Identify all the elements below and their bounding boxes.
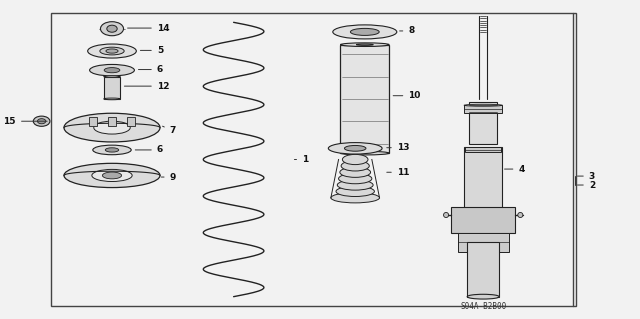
- Ellipse shape: [33, 116, 50, 126]
- Ellipse shape: [64, 163, 160, 188]
- Text: 4: 4: [504, 165, 525, 174]
- Ellipse shape: [464, 104, 502, 106]
- Ellipse shape: [104, 76, 120, 78]
- Ellipse shape: [337, 180, 373, 190]
- Ellipse shape: [356, 44, 373, 45]
- Ellipse shape: [336, 186, 374, 197]
- Ellipse shape: [93, 145, 131, 155]
- Ellipse shape: [340, 43, 389, 47]
- Bar: [51, 13, 576, 306]
- Ellipse shape: [94, 121, 131, 134]
- Ellipse shape: [106, 49, 118, 53]
- Ellipse shape: [344, 145, 366, 151]
- Text: 10: 10: [393, 91, 420, 100]
- Ellipse shape: [107, 25, 117, 32]
- Ellipse shape: [444, 212, 449, 218]
- Ellipse shape: [37, 119, 46, 124]
- Bar: [458, 233, 509, 252]
- Ellipse shape: [331, 193, 380, 203]
- Ellipse shape: [88, 44, 136, 58]
- Text: 12: 12: [124, 82, 170, 91]
- Bar: [467, 242, 499, 297]
- Text: 11: 11: [387, 168, 410, 177]
- Text: 3: 3: [577, 172, 595, 181]
- Bar: [469, 102, 497, 144]
- Ellipse shape: [100, 47, 124, 55]
- Text: 5: 5: [140, 46, 163, 55]
- Text: 6: 6: [135, 145, 163, 154]
- Ellipse shape: [90, 64, 134, 76]
- Ellipse shape: [342, 154, 368, 165]
- Text: S04A-B2B00: S04A-B2B00: [461, 302, 507, 311]
- Text: 8: 8: [399, 26, 415, 35]
- Ellipse shape: [92, 169, 132, 182]
- Ellipse shape: [341, 161, 369, 171]
- Text: 6: 6: [138, 65, 163, 74]
- Ellipse shape: [339, 174, 372, 184]
- Ellipse shape: [100, 22, 124, 36]
- Ellipse shape: [333, 25, 397, 39]
- Ellipse shape: [102, 172, 122, 179]
- Bar: [127, 117, 135, 126]
- Bar: [451, 207, 515, 233]
- Bar: [104, 77, 120, 99]
- Text: 13: 13: [387, 143, 410, 152]
- Ellipse shape: [105, 148, 119, 152]
- Ellipse shape: [340, 151, 389, 155]
- Text: 15: 15: [3, 117, 47, 126]
- Ellipse shape: [467, 294, 499, 299]
- Ellipse shape: [328, 143, 382, 154]
- Text: 2: 2: [577, 181, 595, 189]
- Ellipse shape: [104, 68, 120, 73]
- Text: 7: 7: [163, 126, 176, 135]
- Bar: [465, 147, 501, 152]
- Bar: [340, 45, 389, 153]
- Bar: [89, 117, 97, 126]
- Text: 1: 1: [294, 155, 308, 164]
- Text: 9: 9: [161, 173, 176, 182]
- Text: 14: 14: [127, 24, 170, 33]
- Ellipse shape: [518, 212, 523, 218]
- Ellipse shape: [351, 28, 379, 35]
- Bar: [464, 105, 502, 113]
- Ellipse shape: [104, 98, 120, 100]
- Bar: [108, 117, 116, 126]
- Ellipse shape: [340, 167, 371, 177]
- Bar: [464, 147, 502, 230]
- Ellipse shape: [64, 113, 160, 142]
